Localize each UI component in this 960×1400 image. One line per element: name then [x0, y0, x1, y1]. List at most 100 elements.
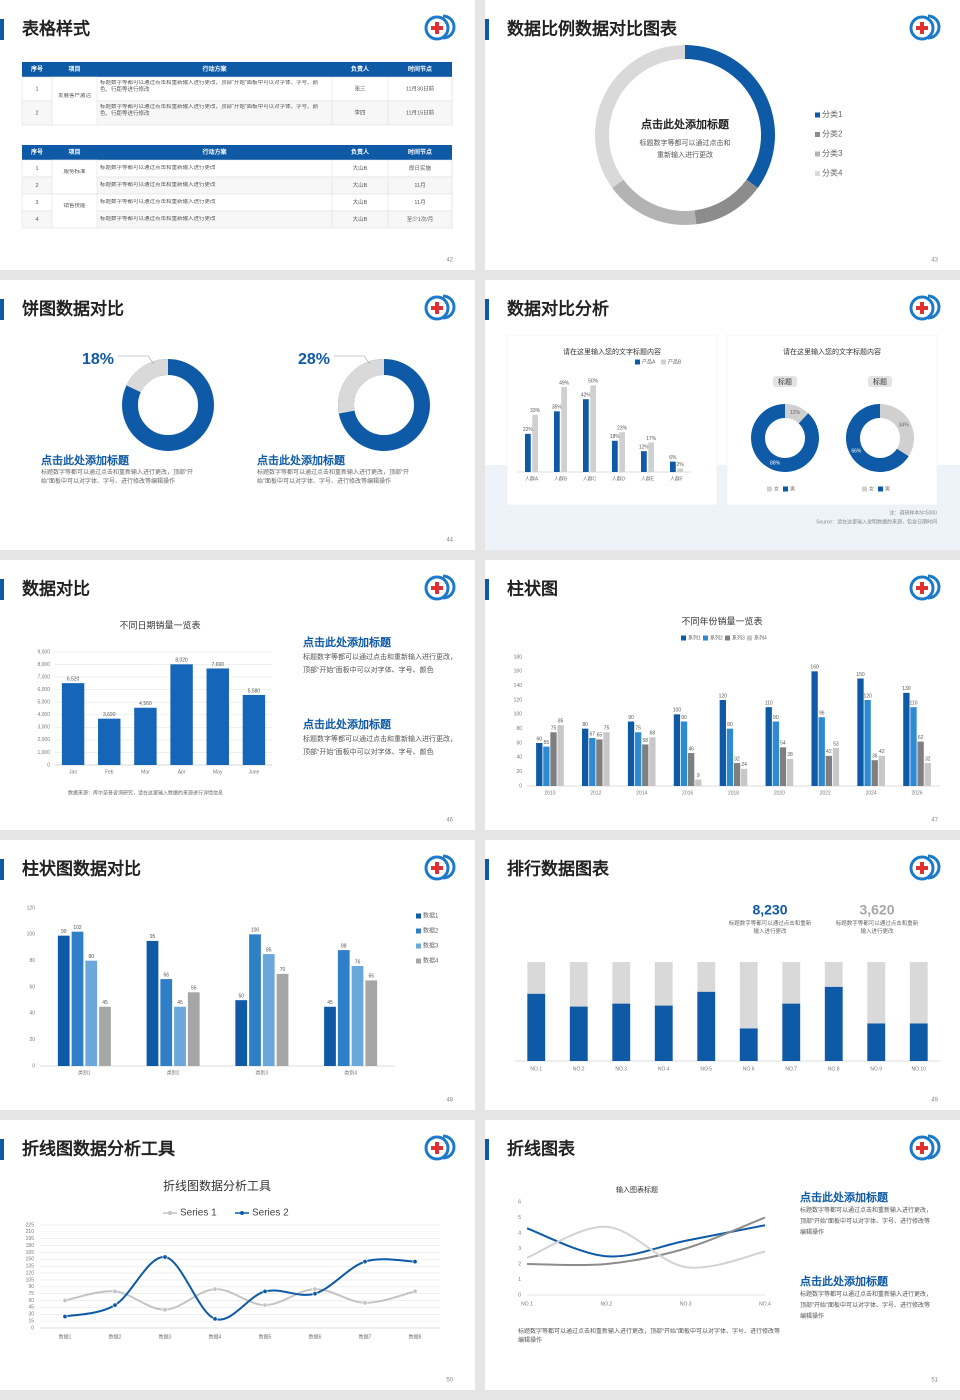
y-tick-label: 45 [28, 1305, 34, 1311]
data-label: 45 [102, 1000, 108, 1006]
slide-title: 数据对比分析 [507, 298, 609, 318]
legend-label: 数据3 [423, 942, 439, 950]
data-label: 80 [727, 722, 733, 728]
data-label: 53 [833, 741, 839, 747]
table-cell: 11月30日前 [406, 84, 435, 92]
block-heading: 点击此处添加标题 [303, 635, 392, 649]
slide: 排行数据图表 49 8,230 标题数字等都可以通过点击和重新输入进行更改 3,620 标… [485, 840, 960, 1110]
donut-segment [694, 179, 758, 225]
legend-label: 分类1 [822, 109, 843, 119]
logo [431, 1142, 443, 1154]
y-tick-label: 1,000 [37, 750, 50, 756]
data-label: 85 [558, 718, 564, 724]
bar [324, 1006, 336, 1066]
table-header: 项目 [68, 65, 80, 73]
title-marker [0, 1139, 4, 1160]
legend-label: Series 1 [180, 1208, 217, 1219]
ring-segment [846, 404, 909, 472]
line-point [162, 1307, 168, 1313]
note-text: 标题数字等都可以通过点击和重新输入进行更改，顶部“开始”面板中可以对字体、字号、… [518, 1329, 780, 1344]
y-tick-label: 210 [26, 1229, 35, 1235]
table-cell: 2 [35, 183, 38, 189]
line-point [162, 1254, 168, 1260]
data-label: 6,520 [67, 676, 80, 682]
x-tick-label: NO.2 [573, 1066, 585, 1072]
bar [262, 954, 275, 1066]
data-label: 67 [589, 731, 595, 737]
ring-tag: 标题 [778, 377, 792, 386]
bar [536, 743, 543, 786]
bar [924, 763, 931, 786]
line-series [64, 1256, 416, 1321]
bar [903, 692, 910, 786]
ring-tag-bg [773, 376, 797, 387]
bar [550, 732, 557, 786]
slide-title: 柱状图数据对比 [22, 858, 141, 878]
title-marker [0, 19, 4, 40]
data-label: 75 [551, 726, 557, 732]
ring-segment [785, 404, 809, 424]
table-header-bg [22, 145, 452, 160]
table-cell: 大山B [353, 181, 368, 189]
table-cell: 标题数字等都可以通过点击和重新输入进行更改 [100, 182, 216, 188]
table-header: 行动方案 [201, 65, 227, 73]
bar [878, 755, 885, 786]
footnote: Source：请在这里输入说明数据的来源，包含日期时间 [816, 518, 937, 525]
table-cell: 销售技能 [63, 203, 86, 209]
y-tick-label: 6 [518, 1199, 521, 1205]
table-cell: 服务标准 [63, 169, 86, 175]
title-marker [485, 299, 489, 320]
title-marker [485, 1139, 489, 1160]
block-text: 标题数字等都可以通过点击和重新输入进行更改，顶部“开始”面板中可以对字体、字号、… [800, 1292, 933, 1320]
y-tick-label: 0 [31, 1325, 34, 1331]
logo [431, 582, 443, 594]
data-label: 33% [530, 408, 541, 414]
bar [249, 934, 261, 1066]
chart-title: 输入图表标题 [616, 1185, 658, 1194]
bar [589, 737, 596, 786]
logo [916, 22, 928, 34]
data-label: 120 [719, 693, 728, 699]
y-tick-label: 20 [516, 769, 522, 775]
page-number: 43 [931, 258, 938, 264]
data-label: 42 [826, 749, 832, 755]
y-tick-label: 160 [514, 669, 523, 675]
text-block: 服务标准 [63, 169, 86, 175]
x-tick-label: 数据8 [409, 1333, 422, 1340]
text-block: 标题数字等都可以通过点击和重新输入进行更改，顶部“开始”面板中可以对字体、字号、… [800, 1292, 933, 1320]
data-label: 24 [741, 762, 747, 768]
line-point [262, 1288, 268, 1294]
slide-background [0, 840, 475, 1110]
data-label: 66 [163, 972, 169, 978]
text-block: 标题数字等都可以通过点击和重新输入进行更改 [100, 165, 216, 171]
title-marker [0, 299, 4, 320]
y-tick-label: 1 [518, 1277, 521, 1283]
x-tick-label: NO.5 [700, 1066, 712, 1072]
legend-swatch [416, 958, 421, 964]
y-tick-label: 2,000 [37, 737, 50, 743]
legend-swatch [635, 359, 640, 365]
x-tick-label: 2016 [682, 790, 693, 796]
text-block: 销售技能 [63, 203, 86, 209]
data-label: 4,560 [139, 701, 152, 707]
bar [543, 746, 550, 786]
text-block: 标题数字等都可以通过点击和重新输入进行更改 [100, 199, 216, 205]
x-tick-label: 2024 [866, 790, 877, 796]
x-tick-label: May [213, 769, 223, 775]
y-tick-label: 7,000 [37, 674, 50, 680]
block-heading: 点击此处添加标题 [800, 1190, 889, 1204]
table-cell: 大山B [353, 215, 368, 223]
data-label: 35% [552, 405, 563, 411]
data-label: 102 [73, 925, 82, 931]
line-point [212, 1316, 218, 1322]
bar [741, 768, 748, 786]
x-tick-label: NO.9 [870, 1066, 882, 1072]
legend-swatch [815, 151, 820, 157]
y-tick-label: 140 [514, 683, 523, 689]
ring-value-label: 34% [899, 422, 910, 428]
y-tick-label: 0 [519, 783, 522, 789]
line-point [362, 1300, 368, 1306]
x-tick-label: NO.10 [912, 1066, 927, 1072]
text-block: 标题数字等都可以通过点击和重新输入进行更改 [100, 182, 216, 188]
